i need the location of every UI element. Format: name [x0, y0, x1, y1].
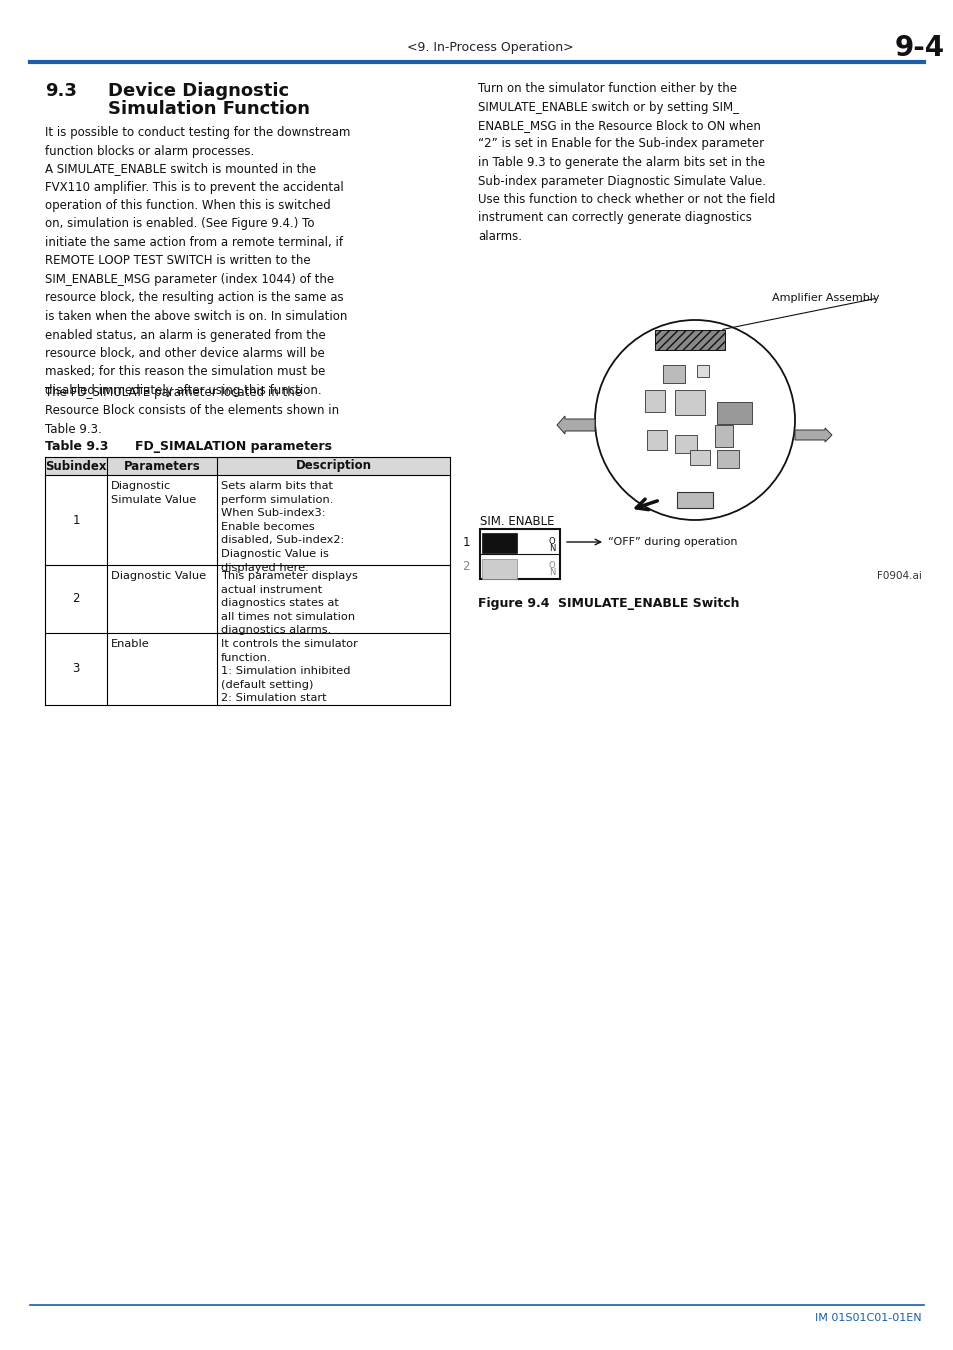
Text: Enable: Enable	[111, 639, 150, 649]
Bar	[644, 390, 664, 412]
Text: SIMULATE_ENABLE Switch: SIMULATE_ENABLE Switch	[558, 597, 739, 610]
Text: This parameter displays
actual instrument
diagnostics states at
all times not si: This parameter displays actual instrumen…	[221, 571, 357, 636]
Bar	[481, 533, 517, 554]
Bar	[646, 431, 666, 450]
Polygon shape	[655, 329, 724, 350]
Text: Simulation Function: Simulation Function	[108, 100, 310, 117]
Text: Turn on the simulator function either by the
SIMULATE_ENABLE switch or by settin: Turn on the simulator function either by…	[477, 82, 775, 243]
Text: 2: 2	[462, 560, 470, 574]
Bar	[675, 435, 697, 454]
Bar	[45, 458, 450, 475]
Bar	[677, 491, 712, 508]
FancyArrow shape	[557, 416, 595, 433]
Text: 3: 3	[72, 663, 80, 675]
Text: It controls the simulator
function.
1: Simulation inhibited
(default setting)
2:: It controls the simulator function. 1: S…	[221, 639, 357, 703]
Bar	[717, 450, 739, 468]
Text: It is possible to conduct testing for the downstream
function blocks or alarm pr: It is possible to conduct testing for th…	[45, 126, 350, 158]
Bar	[675, 390, 704, 414]
Text: SIM. ENABLE: SIM. ENABLE	[479, 514, 554, 528]
Text: N: N	[548, 544, 555, 554]
Text: O: O	[548, 537, 555, 545]
Text: Device Diagnostic: Device Diagnostic	[108, 82, 289, 100]
Text: The FD_SIMULATE parameter located in the
Resource Block consists of the elements: The FD_SIMULATE parameter located in the…	[45, 386, 338, 436]
Bar	[717, 402, 751, 424]
Text: 1: 1	[462, 536, 470, 548]
Text: N: N	[548, 568, 555, 576]
Text: “OFF” during operation: “OFF” during operation	[607, 537, 737, 547]
Text: Parameters: Parameters	[124, 459, 200, 472]
Text: IM 01S01C01-01EN: IM 01S01C01-01EN	[815, 1314, 921, 1323]
Text: Description: Description	[295, 459, 371, 472]
Text: 2: 2	[72, 593, 80, 606]
Text: Amplifier Assembly: Amplifier Assembly	[772, 293, 879, 302]
Bar	[714, 425, 732, 447]
Text: Table 9.3: Table 9.3	[45, 440, 109, 454]
Text: Diagnostic Value: Diagnostic Value	[111, 571, 206, 580]
Bar	[479, 529, 559, 579]
Bar	[697, 364, 708, 377]
Bar	[689, 450, 709, 464]
Bar	[662, 364, 684, 383]
Text: Subindex: Subindex	[45, 459, 107, 472]
Text: F0904.ai: F0904.ai	[876, 571, 921, 580]
Text: 1: 1	[72, 513, 80, 526]
Text: Figure 9.4: Figure 9.4	[477, 597, 549, 610]
Text: 9.3: 9.3	[45, 82, 77, 100]
Text: A SIMULATE_ENABLE switch is mounted in the
FVX110 amplifier. This is to prevent : A SIMULATE_ENABLE switch is mounted in t…	[45, 162, 347, 397]
Bar	[481, 559, 517, 579]
Text: <9. In-Process Operation>: <9. In-Process Operation>	[406, 42, 573, 54]
Text: Sets alarm bits that
perform simulation.
When Sub-index3:
Enable becomes
disable: Sets alarm bits that perform simulation.…	[221, 481, 344, 572]
Text: Diagnostic
Simulate Value: Diagnostic Simulate Value	[111, 481, 196, 505]
Text: O: O	[548, 562, 555, 570]
Text: FD_SIMALATION parameters: FD_SIMALATION parameters	[135, 440, 332, 454]
FancyArrow shape	[794, 428, 831, 441]
Text: 9-4: 9-4	[894, 34, 944, 62]
